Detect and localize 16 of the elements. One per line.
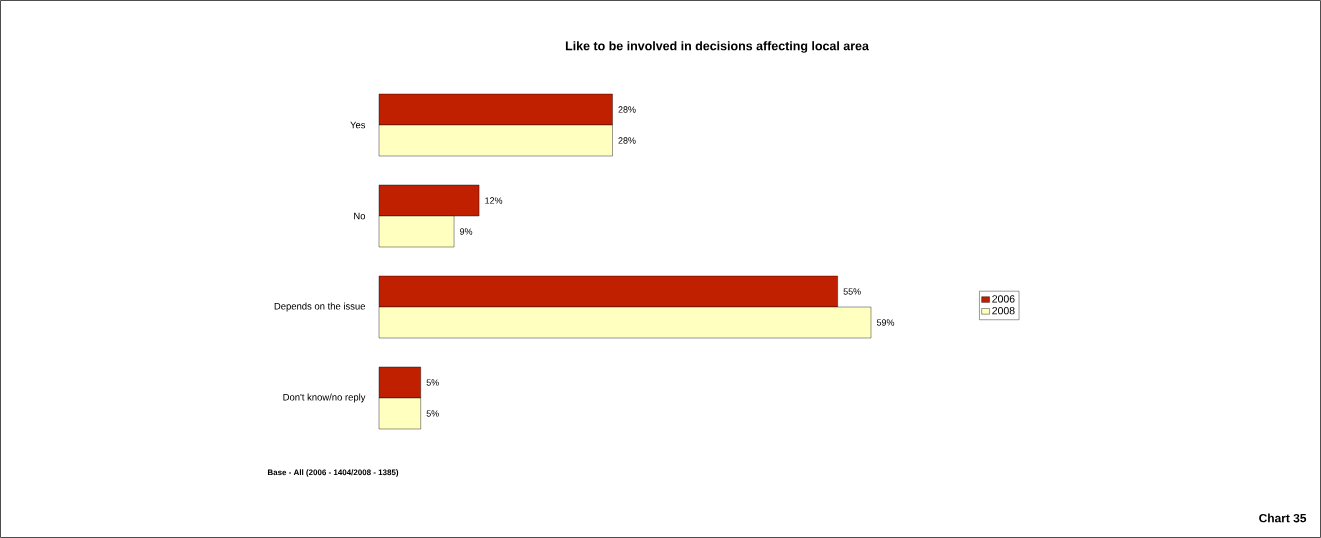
data-label: 55%	[843, 288, 861, 295]
y-tick-label: No	[354, 212, 366, 220]
y-tick-label: Don't know/no reply	[283, 393, 366, 403]
data-label: 59%	[876, 319, 895, 326]
data-label: 12%	[485, 197, 503, 204]
data-label: 28%	[618, 137, 636, 144]
data-label: 5%	[426, 410, 439, 417]
data-label: 5%	[426, 379, 439, 386]
chart-title: Like to be involved in decisions affecting local area	[565, 41, 869, 53]
data-label: 28%	[618, 106, 636, 113]
y-tick-label: Yes	[350, 121, 366, 129]
legend-label: 2008	[992, 306, 1015, 315]
caption: Chart 35	[1259, 513, 1307, 523]
data-label: 9%	[460, 228, 473, 235]
y-tick-label: Depends on the issue	[274, 302, 366, 312]
legend-label: 2006	[992, 295, 1015, 303]
